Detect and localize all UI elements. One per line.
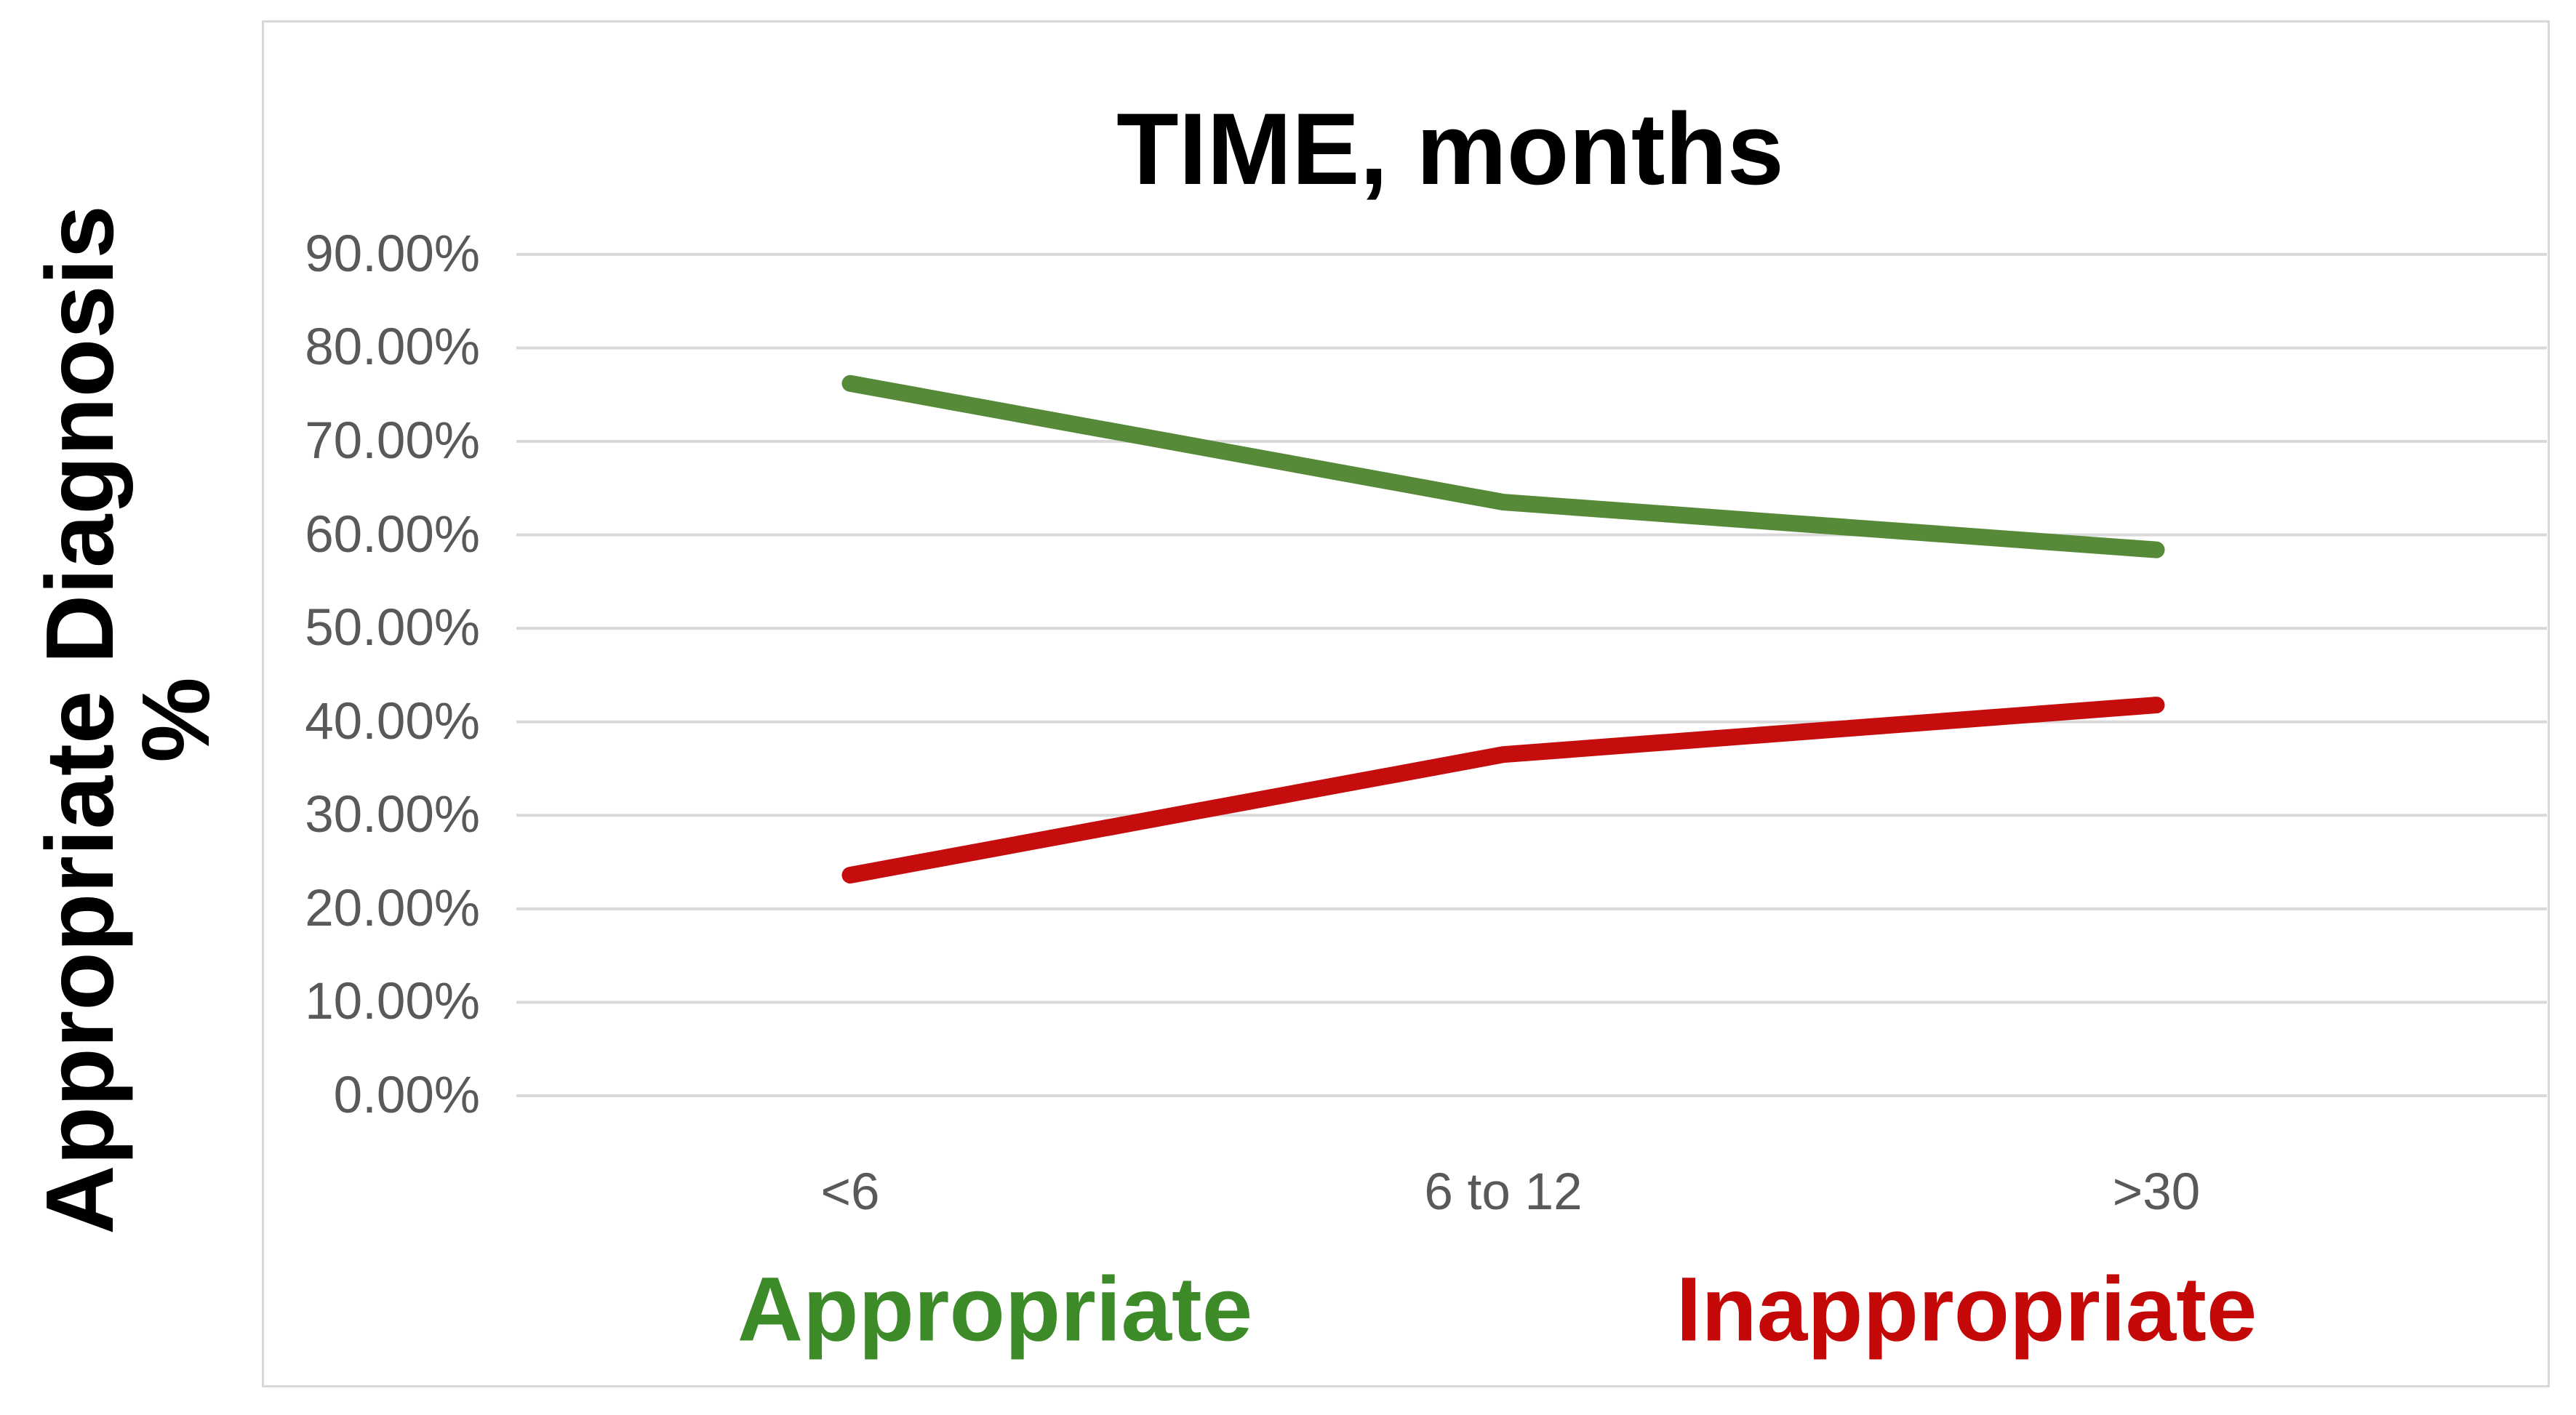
legend-item-appropriate: Appropriate (737, 1259, 1253, 1360)
x-tick-label: >30 (2112, 1163, 2201, 1221)
y-tick-label: 10.00% (305, 973, 480, 1031)
y-tick-label: 60.00% (305, 505, 480, 564)
chart-frame (262, 20, 2550, 1387)
series-line-inappropriate (841, 697, 2165, 884)
y-tick-label: 80.00% (305, 318, 480, 377)
y-tick-label: 30.00% (305, 786, 480, 844)
y-tick-label: 20.00% (305, 879, 480, 937)
series-line-appropriate (841, 374, 2165, 558)
y-tick-label: 0.00% (333, 1067, 480, 1124)
y-tick-label: 70.00% (305, 412, 480, 470)
y-tick-label: 50.00% (305, 599, 480, 657)
x-tick-label: <6 (820, 1163, 880, 1221)
y-tick-label: 90.00% (305, 225, 480, 283)
legend-item-inappropriate: Inappropriate (1676, 1259, 2257, 1360)
chart-title: TIME, months (1116, 92, 1784, 206)
x-tick-label: 6 to 12 (1424, 1163, 1583, 1221)
y-tick-label: 40.00% (305, 692, 480, 750)
y-axis-tick-labels: 0.00% 10.00% 20.00% 30.00% 40.00% 50.00% 60.00… (189, 0, 480, 1415)
